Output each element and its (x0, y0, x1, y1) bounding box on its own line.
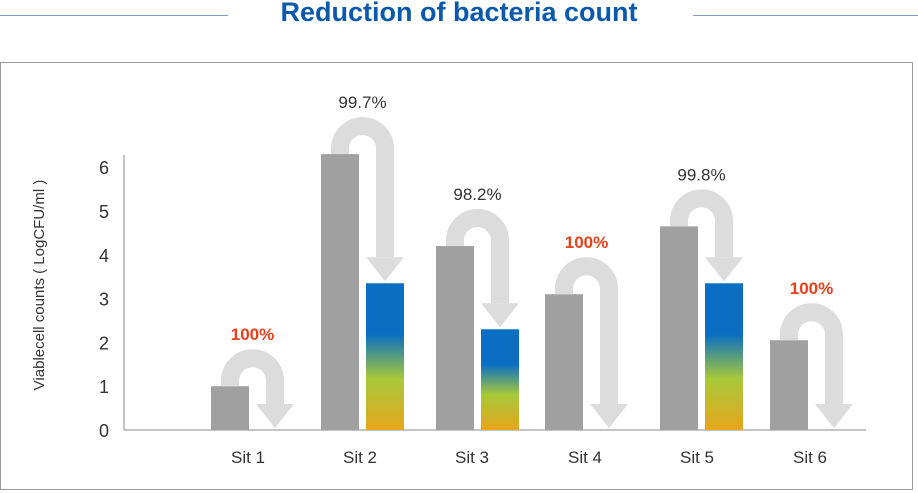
y-tick-label: 2 (99, 333, 109, 353)
reduction-arrow (555, 257, 618, 404)
reduction-arrow (446, 209, 509, 304)
reduction-arrowhead (590, 404, 628, 428)
before-bar (660, 226, 698, 430)
before-bar (321, 154, 359, 430)
before-bar (436, 246, 474, 430)
reduction-arrow (780, 303, 843, 404)
y-axis-label: Viablecell counts ( LogCFU/ml ) (31, 180, 48, 391)
title-rule-right (693, 15, 918, 16)
after-bar (481, 329, 519, 430)
before-bar (211, 386, 249, 430)
reduction-percent-label: 99.8% (677, 165, 725, 184)
y-tick-label: 1 (99, 377, 109, 397)
reduction-percent-label: 100% (231, 325, 274, 344)
title-rule-left (0, 15, 228, 16)
y-tick-label: 4 (99, 246, 109, 266)
y-tick-label: 6 (99, 158, 109, 178)
reduction-arrow (670, 189, 733, 258)
y-tick-label: 3 (99, 290, 109, 310)
reduction-arrowhead (815, 404, 853, 428)
x-tick-label: Sit 3 (455, 448, 489, 467)
title-row: Reduction of bacteria count (0, 0, 918, 34)
x-tick-label: Sit 1 (231, 448, 265, 467)
reduction-percent-label: 99.7% (338, 93, 386, 112)
y-tick-label: 0 (99, 421, 109, 441)
reduction-arrowhead (366, 257, 404, 282)
reduction-arrowhead (705, 257, 743, 282)
x-tick-label: Sit 2 (343, 448, 377, 467)
reduction-arrow (331, 117, 394, 258)
page-title: Reduction of bacteria count (280, 0, 638, 27)
chart-frame (0, 62, 913, 490)
y-tick-label: 5 (99, 202, 109, 222)
reduction-arrowhead (256, 404, 294, 428)
after-bar (705, 283, 743, 430)
before-bar (545, 294, 583, 430)
reduction-percent-label: 98.2% (453, 185, 501, 204)
x-tick-label: Sit 6 (793, 448, 827, 467)
reduction-percent-label: 100% (790, 279, 833, 298)
before-bar (770, 340, 808, 430)
after-bar (366, 283, 404, 430)
reduction-arrow (221, 349, 284, 404)
reduction-percent-label: 100% (565, 233, 608, 252)
reduction-arrowhead (481, 303, 519, 328)
x-tick-label: Sit 5 (680, 448, 714, 467)
x-tick-label: Sit 4 (568, 448, 602, 467)
